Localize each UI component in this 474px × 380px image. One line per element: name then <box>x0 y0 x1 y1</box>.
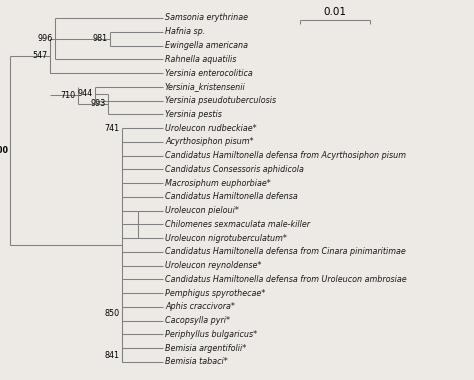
Text: 850: 850 <box>105 309 120 318</box>
Text: Candidatus Hamiltonella defensa from Cinara pinimaritimae: Candidatus Hamiltonella defensa from Cin… <box>165 247 406 256</box>
Text: 993: 993 <box>91 100 106 109</box>
Text: Cacopsylla pyri*: Cacopsylla pyri* <box>165 316 230 325</box>
Text: Bemisia argentifolii*: Bemisia argentifolii* <box>165 344 246 353</box>
Text: 0.01: 0.01 <box>323 7 346 17</box>
Text: 710: 710 <box>61 91 76 100</box>
Text: 981: 981 <box>93 34 108 43</box>
Text: Uroleucon reynoldense*: Uroleucon reynoldense* <box>165 261 261 270</box>
Text: Candidatus Hamiltonella defensa from Uroleucon ambrosiae: Candidatus Hamiltonella defensa from Uro… <box>165 275 407 284</box>
Text: 1000: 1000 <box>0 146 8 155</box>
Text: Uroleucon rudbeckiae*: Uroleucon rudbeckiae* <box>165 124 256 133</box>
Text: 996: 996 <box>38 34 53 43</box>
Text: Ewingella americana: Ewingella americana <box>165 41 248 50</box>
Text: Candidatus Consessoris aphidicola: Candidatus Consessoris aphidicola <box>165 165 304 174</box>
Text: Periphyllus bulgaricus*: Periphyllus bulgaricus* <box>165 330 257 339</box>
Text: Yersinia_kristensenii: Yersinia_kristensenii <box>165 82 246 91</box>
Text: Rahnella aquatilis: Rahnella aquatilis <box>165 55 237 64</box>
Text: Candidatus Hamiltonella defensa from Acyrthosiphon pisum: Candidatus Hamiltonella defensa from Acy… <box>165 151 406 160</box>
Text: Pemphigus spyrothecae*: Pemphigus spyrothecae* <box>165 289 265 298</box>
Text: Uroleucon nigrotuberculatum*: Uroleucon nigrotuberculatum* <box>165 234 287 243</box>
Text: 547: 547 <box>33 51 48 60</box>
Text: Yersinia pseudotuberculosis: Yersinia pseudotuberculosis <box>165 96 276 105</box>
Text: 841: 841 <box>105 351 120 359</box>
Text: Chilomenes sexmaculata male-killer: Chilomenes sexmaculata male-killer <box>165 220 310 229</box>
Text: Aphis craccivora*: Aphis craccivora* <box>165 302 235 312</box>
Text: Candidatus Hamiltonella defensa: Candidatus Hamiltonella defensa <box>165 192 298 201</box>
Text: Samsonia erythrinae: Samsonia erythrinae <box>165 14 248 22</box>
Text: Macrosiphum euphorbiae*: Macrosiphum euphorbiae* <box>165 179 271 188</box>
Text: Yersinia pestis: Yersinia pestis <box>165 110 222 119</box>
Text: 944: 944 <box>78 89 93 98</box>
Text: Hafnia sp.: Hafnia sp. <box>165 27 205 36</box>
Text: Acyrthosiphon pisum*: Acyrthosiphon pisum* <box>165 137 254 146</box>
Text: Yersinia enterocolitica: Yersinia enterocolitica <box>165 68 253 78</box>
Text: Uroleucon pieloui*: Uroleucon pieloui* <box>165 206 239 215</box>
Text: Bemisia tabaci*: Bemisia tabaci* <box>165 358 228 366</box>
Text: 741: 741 <box>105 124 120 133</box>
